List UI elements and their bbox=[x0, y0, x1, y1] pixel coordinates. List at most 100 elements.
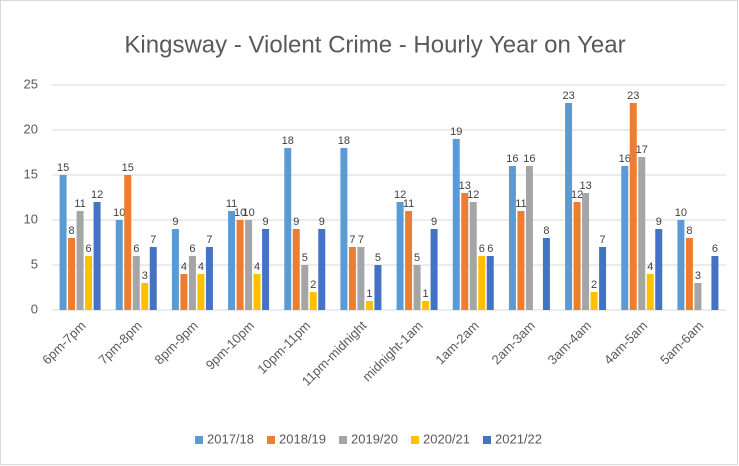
data-label: 16 bbox=[619, 153, 631, 165]
bar bbox=[517, 211, 525, 310]
bar bbox=[590, 292, 598, 310]
data-label: 10 bbox=[234, 207, 246, 219]
bar bbox=[573, 202, 581, 310]
data-label: 12 bbox=[571, 189, 583, 201]
y-tick-label: 15 bbox=[24, 166, 38, 181]
data-label: 7 bbox=[206, 234, 212, 246]
data-label: 6 bbox=[189, 243, 195, 255]
bar bbox=[76, 211, 84, 310]
data-label: 8 bbox=[686, 225, 692, 237]
data-label: 4 bbox=[198, 261, 204, 273]
bar bbox=[542, 238, 550, 310]
data-label: 1 bbox=[423, 288, 429, 300]
data-label: 3 bbox=[695, 270, 701, 282]
y-tick-label: 0 bbox=[31, 301, 38, 316]
data-label: 6 bbox=[487, 243, 493, 255]
bar bbox=[677, 220, 685, 310]
bar bbox=[149, 247, 157, 310]
bar bbox=[478, 256, 486, 310]
bar bbox=[629, 103, 637, 310]
bar bbox=[655, 229, 663, 310]
data-label: 5 bbox=[414, 252, 420, 264]
bar bbox=[348, 247, 356, 310]
legend-swatch bbox=[195, 436, 203, 444]
data-label: 11 bbox=[403, 198, 414, 210]
data-label: 13 bbox=[459, 180, 471, 192]
bar bbox=[124, 175, 132, 310]
data-label: 12 bbox=[394, 189, 406, 201]
bar bbox=[646, 274, 654, 310]
data-label: 9 bbox=[172, 216, 178, 228]
legend-label: 2020/21 bbox=[423, 431, 470, 446]
legend-swatch bbox=[483, 436, 491, 444]
bar bbox=[85, 256, 93, 310]
data-label: 9 bbox=[319, 216, 325, 228]
data-label: 4 bbox=[181, 261, 187, 273]
data-label: 11 bbox=[515, 198, 526, 210]
data-label: 9 bbox=[431, 216, 437, 228]
data-label: 18 bbox=[282, 135, 294, 147]
bar bbox=[340, 148, 348, 310]
data-label: 16 bbox=[506, 153, 518, 165]
data-label: 10 bbox=[242, 207, 254, 219]
bar bbox=[253, 274, 261, 310]
bar bbox=[685, 238, 693, 310]
bar bbox=[284, 148, 292, 310]
legend-swatch bbox=[267, 436, 275, 444]
data-label: 9 bbox=[293, 216, 299, 228]
data-label: 1 bbox=[366, 288, 372, 300]
y-tick-label: 5 bbox=[31, 256, 38, 271]
bar bbox=[525, 166, 533, 310]
data-label: 23 bbox=[627, 90, 639, 102]
data-label: 8 bbox=[69, 225, 75, 237]
bar bbox=[245, 220, 253, 310]
bar bbox=[405, 211, 413, 310]
bar bbox=[638, 157, 646, 310]
data-label: 10 bbox=[113, 207, 125, 219]
bar bbox=[205, 247, 213, 310]
data-label: 12 bbox=[91, 189, 103, 201]
bar bbox=[396, 202, 404, 310]
bar bbox=[422, 301, 430, 310]
bar bbox=[292, 229, 300, 310]
legend-swatch bbox=[411, 436, 419, 444]
bar bbox=[365, 301, 373, 310]
y-tick-label: 20 bbox=[24, 121, 38, 136]
bar bbox=[711, 256, 719, 310]
data-label: 4 bbox=[254, 261, 260, 273]
data-label: 6 bbox=[133, 243, 139, 255]
bar bbox=[621, 166, 629, 310]
data-label: 11 bbox=[226, 198, 237, 210]
y-tick-label: 10 bbox=[24, 211, 38, 226]
bar bbox=[357, 247, 365, 310]
bar bbox=[301, 265, 309, 310]
data-label: 5 bbox=[302, 252, 308, 264]
chart-title: Kingsway - Violent Crime - Hourly Year o… bbox=[124, 31, 625, 58]
bar bbox=[188, 256, 196, 310]
legend-label: 2018/19 bbox=[279, 431, 326, 446]
data-label: 7 bbox=[349, 234, 355, 246]
data-label: 10 bbox=[675, 207, 687, 219]
data-label: 15 bbox=[57, 162, 69, 174]
bar bbox=[318, 229, 326, 310]
bar bbox=[236, 220, 244, 310]
bar bbox=[180, 274, 188, 310]
data-label: 13 bbox=[579, 180, 591, 192]
legend-label: 2021/22 bbox=[495, 431, 542, 446]
bar bbox=[565, 103, 573, 310]
bar bbox=[115, 220, 123, 310]
bar bbox=[171, 229, 179, 310]
bar bbox=[486, 256, 494, 310]
data-label: 15 bbox=[122, 162, 134, 174]
bar bbox=[93, 202, 101, 310]
y-tick-label: 25 bbox=[24, 76, 38, 91]
bar bbox=[599, 247, 607, 310]
data-label: 11 bbox=[74, 198, 85, 210]
data-label: 3 bbox=[142, 270, 148, 282]
data-label: 7 bbox=[150, 234, 156, 246]
bar bbox=[461, 193, 469, 310]
data-label: 16 bbox=[523, 153, 535, 165]
data-label: 19 bbox=[450, 126, 462, 138]
data-label: 17 bbox=[636, 144, 648, 156]
